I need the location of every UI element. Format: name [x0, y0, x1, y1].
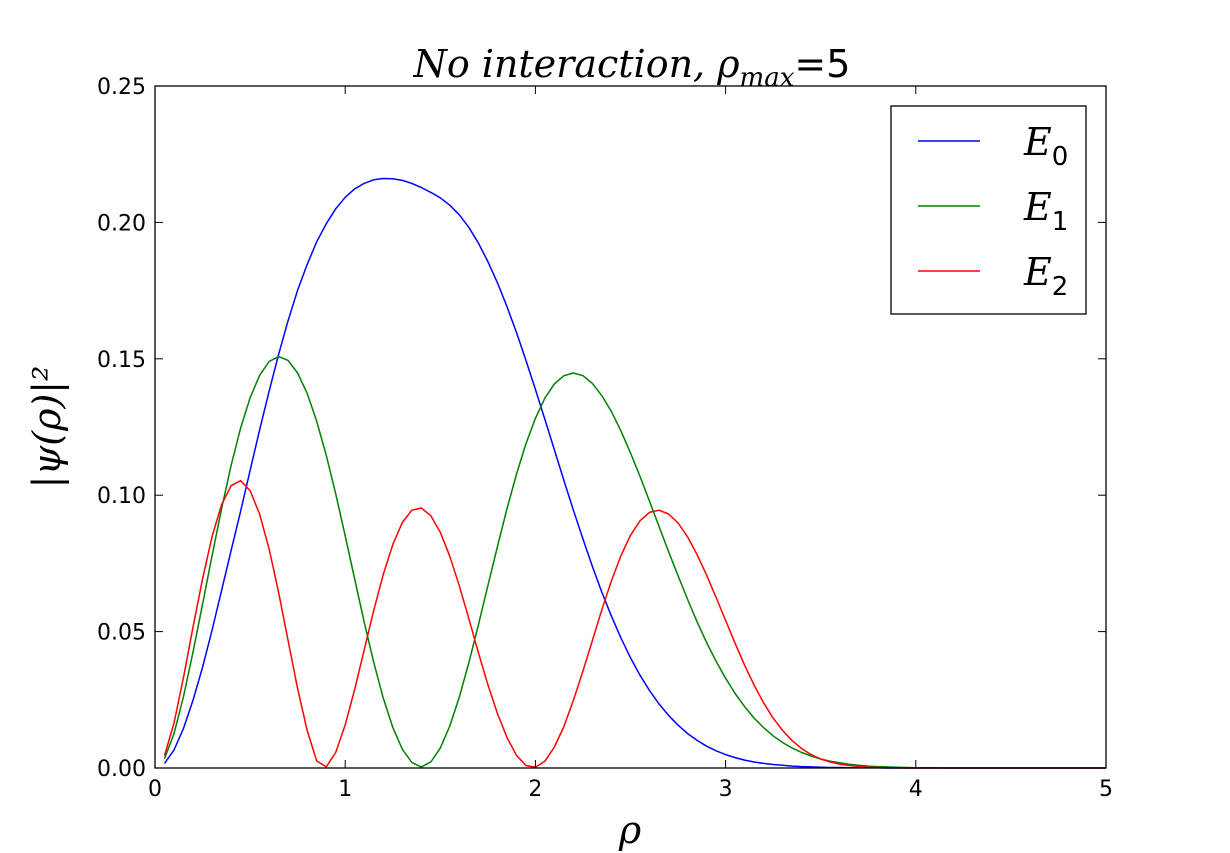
- chart-title: No interaction, ρmax=5: [413, 42, 851, 93]
- tick-layer: 0 1 2 3 4 5 0.00 0.05 0.10 0.15 0.20 0.25: [97, 75, 1113, 802]
- legend-entries: E0 E1 E2: [918, 120, 1068, 302]
- y-tick-label-2: 0.10: [97, 484, 146, 509]
- legend-label-e0: E0: [1023, 120, 1068, 172]
- legend: E0 E1 E2: [890, 105, 1087, 315]
- y-tick-label-0: 0.00: [97, 757, 146, 782]
- legend-label-e1: E1: [1023, 185, 1068, 237]
- legend-label-e2: E2: [1023, 250, 1068, 302]
- x-tick-label-2: 2: [528, 777, 542, 802]
- x-axis-label: ρ: [618, 808, 642, 852]
- x-tick-label-3: 3: [719, 777, 733, 802]
- x-tick-label-1: 1: [338, 777, 352, 802]
- chart-title-value: 5: [826, 42, 850, 86]
- chart-title-main: No interaction, ρ: [413, 42, 741, 86]
- plot-frame: [154, 85, 1107, 769]
- y-axis-label: |ψ(ρ)|²: [25, 366, 69, 489]
- y-tick-label-4: 0.20: [97, 211, 146, 236]
- chart-title-subscript: max: [740, 63, 795, 93]
- y-tick-label-3: 0.15: [97, 348, 146, 373]
- x-tick-label-0: 0: [148, 777, 162, 802]
- x-tick-label-5: 5: [1099, 777, 1113, 802]
- y-tick-label-5: 0.25: [97, 75, 146, 100]
- y-tick-label-1: 0.05: [97, 621, 146, 646]
- chart-title-equals: =: [794, 42, 826, 86]
- x-tick-label-4: 4: [909, 777, 923, 802]
